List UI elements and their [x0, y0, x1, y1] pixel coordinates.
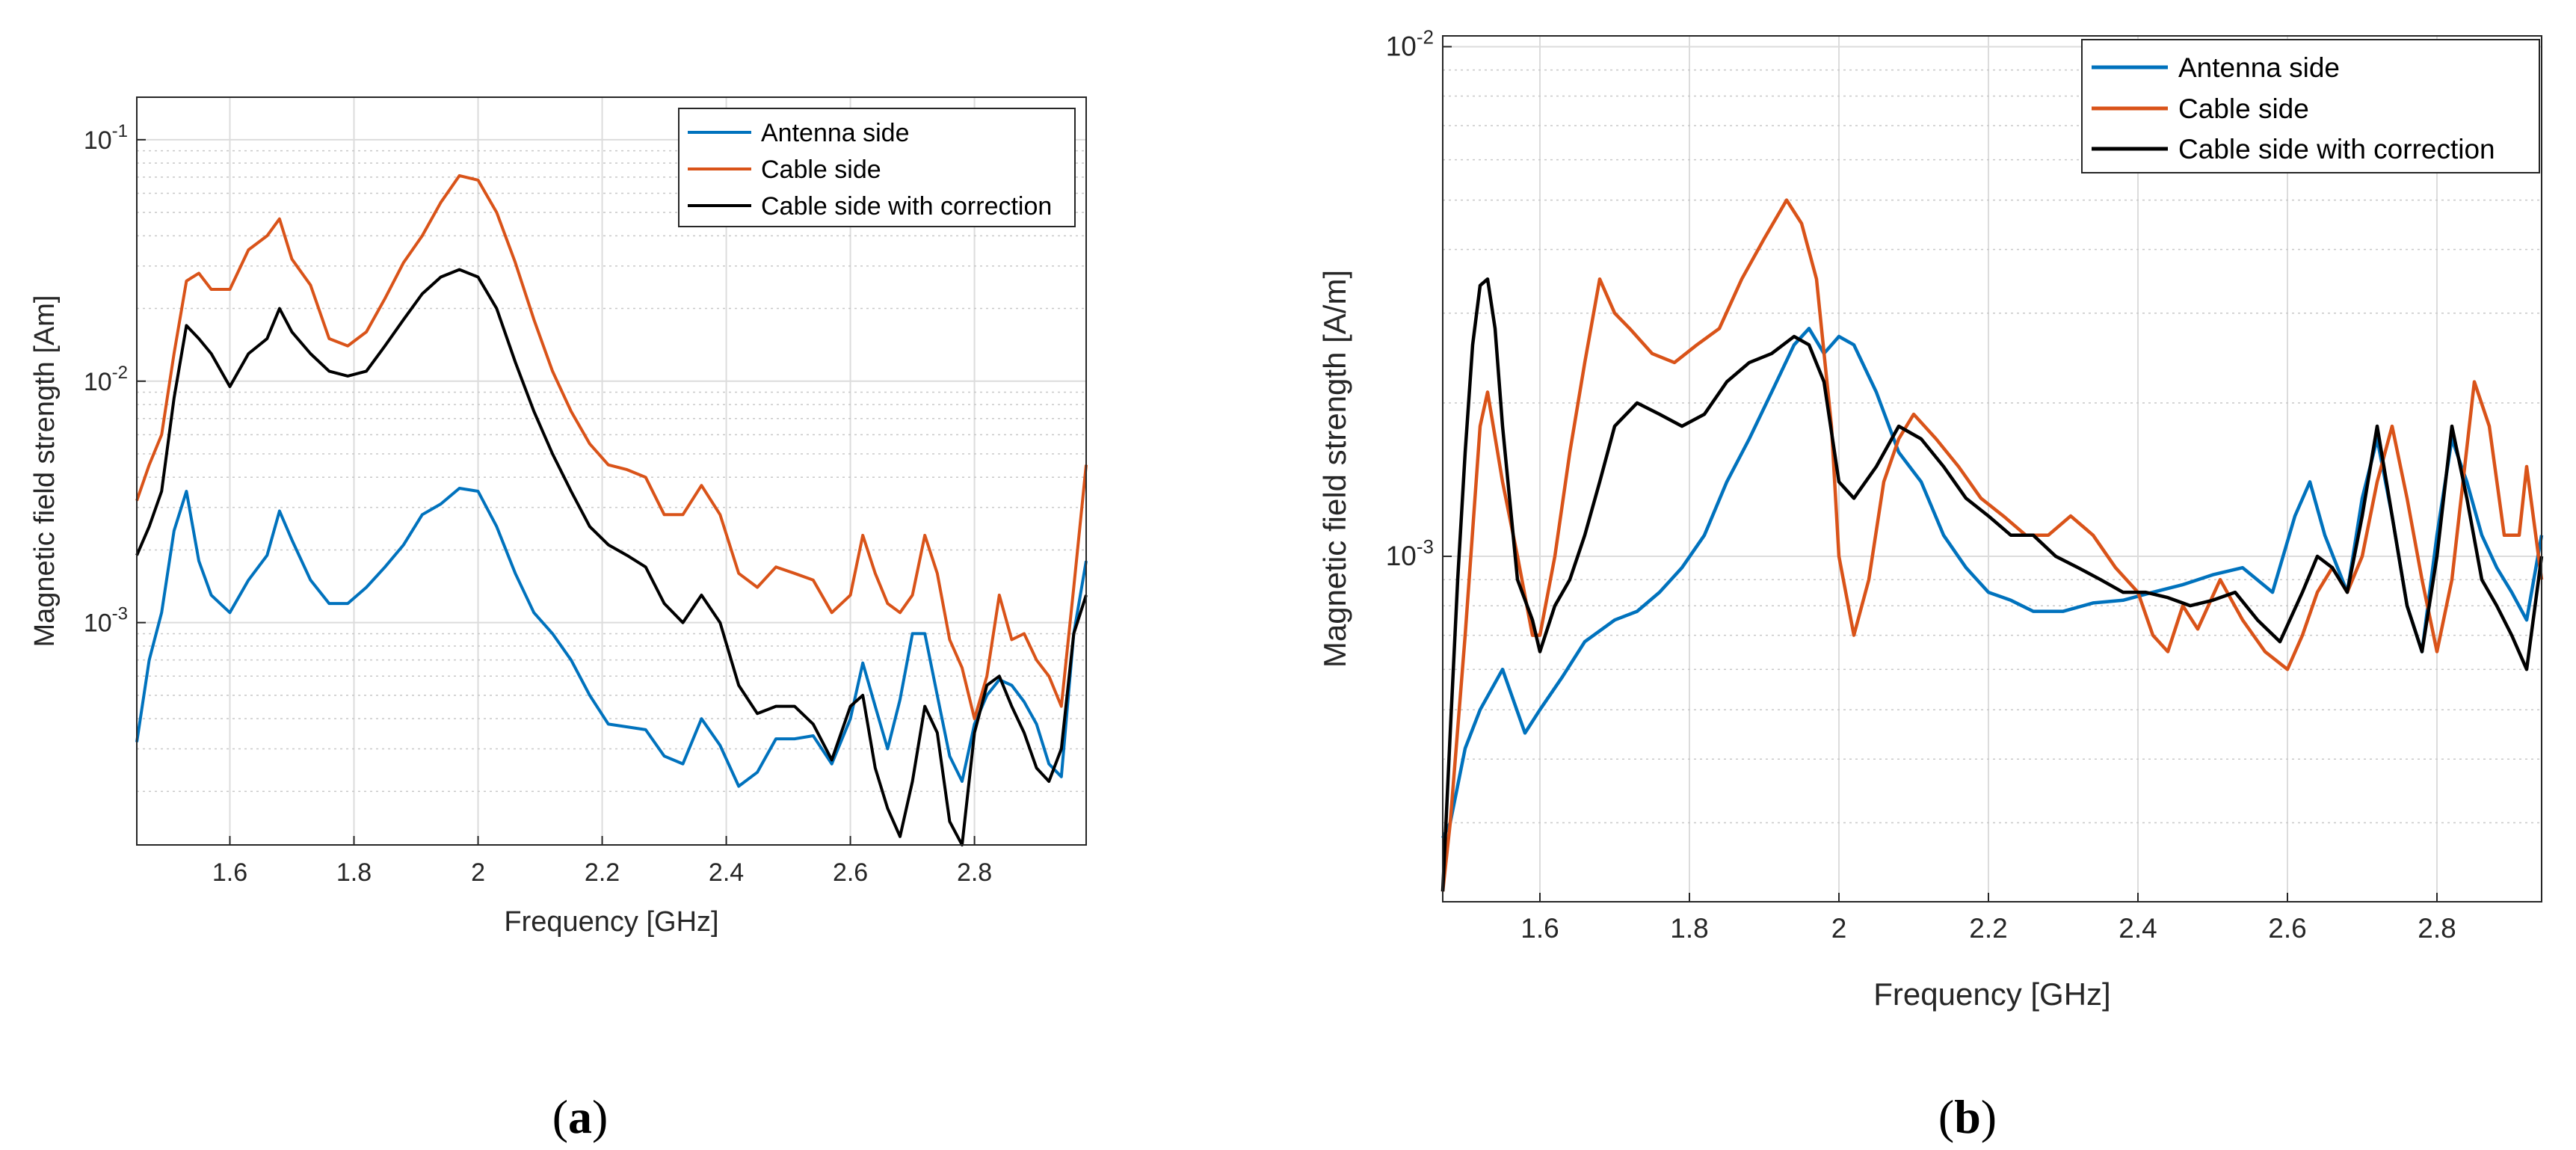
panel-b-xtick-label: 2.6 — [2268, 913, 2306, 944]
panel-a-xtick-label: 2.8 — [957, 858, 992, 887]
panel-b-legend: Antenna side Cable side Cable side with … — [2081, 39, 2540, 173]
panel-a-xtick-label: 2 — [471, 858, 485, 887]
panel-b-axes-box — [1442, 35, 2542, 903]
panel-b-ytick-label: 10-2 — [1386, 25, 1434, 61]
panel-b-legend-antenna: Antenna side — [2178, 52, 2340, 83]
panel-b-xtick-label: 2.4 — [2119, 913, 2157, 944]
panel-a-ticks: 1.6 1.8 2 2.2 2.4 2.6 2.8 10-3 10-2 10-1 — [84, 121, 992, 887]
panel-b-xtick-label: 2.2 — [1969, 913, 2007, 944]
panel-a-xtick-label: 1.8 — [336, 858, 372, 887]
panel-b-xtick-label: 2 — [1831, 913, 1847, 944]
panel-b-xlabel: Frequency [GHz] — [1873, 977, 2110, 1012]
panel-a-series-antenna — [135, 487, 1088, 788]
panel-b-series-correction — [1440, 277, 2544, 892]
panel-b-chart: 1.6 1.8 2 2.2 2.4 2.6 2.8 10-3 10-2 Frequency [G… — [1317, 25, 2544, 1012]
panel-b-ylabel: Magnetic field strength [A/m] — [1317, 270, 1352, 668]
panel-a-legend: Antenna side Cable side Cable side with … — [678, 108, 1076, 227]
panel-a-legend-cable: Cable side — [761, 156, 881, 184]
panel-b-xtick-label: 2.8 — [2418, 913, 2456, 944]
panel-a-series-cable — [135, 173, 1088, 721]
panel-a-xtick-label: 2.2 — [585, 858, 620, 887]
panel-a-legend-antenna: Antenna side — [761, 119, 910, 147]
panel-b-xtick-label: 1.8 — [1670, 913, 1708, 944]
panel-b-series-lines — [1440, 198, 2544, 892]
panel-a-chart: 1.6 1.8 2 2.2 2.4 2.6 2.8 10-3 10-2 10-1 Frequenc… — [29, 96, 1088, 938]
panel-b-series-cable — [1440, 198, 2544, 892]
panel-a-ytick-label: 10-2 — [84, 363, 128, 396]
panel-a-legend-correction: Cable side with correction — [761, 192, 1052, 221]
panel-a-xtick-label: 2.6 — [833, 858, 868, 887]
panel-b-ytick-label: 10-3 — [1386, 535, 1434, 571]
panel-a-ytick-label: 10-1 — [84, 121, 128, 155]
panel-a-caption: (a) — [552, 1090, 608, 1143]
panel-a-xtick-label: 2.4 — [709, 858, 744, 887]
panel-b-legend-correction: Cable side with correction — [2178, 134, 2495, 164]
panel-b-legend-cable: Cable side — [2178, 93, 2309, 124]
panel-b-plot-area — [1443, 36, 2542, 902]
panel-b-grid — [1443, 36, 2542, 902]
panel-a-ylabel: Magnetic field strength [Am] — [29, 295, 61, 648]
panel-b-ticks: 1.6 1.8 2 2.2 2.4 2.6 2.8 10-3 10-2 — [1386, 25, 2456, 944]
panel-a-xlabel: Frequency [GHz] — [504, 906, 718, 938]
panel-a-xtick-label: 1.6 — [212, 858, 247, 887]
panel-a-ytick-label: 10-3 — [84, 604, 128, 638]
panel-b-caption: (b) — [1938, 1090, 1997, 1143]
panel-b-xtick-label: 1.6 — [1520, 913, 1559, 944]
panel-a-axes-box — [136, 96, 1087, 846]
